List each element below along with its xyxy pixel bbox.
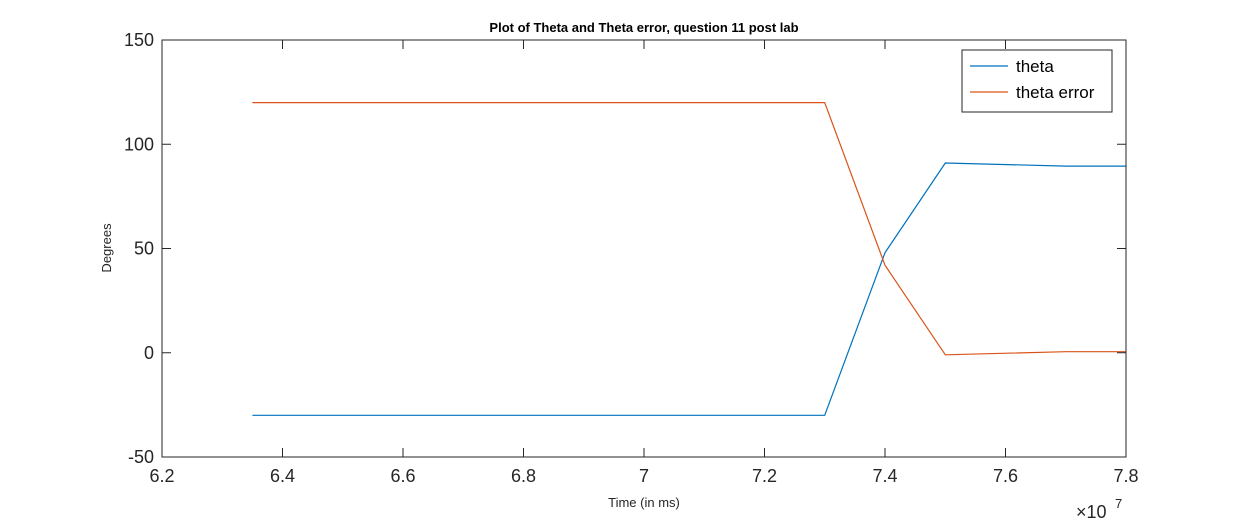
x-tick-label: 7.6 [993, 466, 1018, 486]
x-axis-exponent: ×10 7 [1076, 496, 1122, 522]
axes-layer: 6.2 6.4 6.6 6.8 7 7.2 7.4 7.6 7.8 -50 0 50 100 150 [124, 30, 1139, 486]
x-tick-label: 7 [639, 466, 649, 486]
x-tick-label: 6.4 [270, 466, 295, 486]
series-layer [252, 101, 1126, 416]
legend: theta theta error [961, 49, 1113, 113]
chart-title: Plot of Theta and Theta error, question … [489, 20, 798, 35]
x-tick-label: 6.6 [390, 466, 415, 486]
y-tick-label: 150 [124, 30, 154, 50]
x-axis-title: Time (in ms) [608, 495, 680, 510]
x-tick-label: 7.8 [1113, 466, 1138, 486]
y-tick-label: 100 [124, 134, 154, 154]
x-tick-label: 7.4 [872, 466, 897, 486]
x-exponent-power: 7 [1115, 496, 1122, 511]
y-tick-label: -50 [128, 447, 154, 467]
series-line-theta [252, 162, 1126, 416]
x-exponent-base: ×10 [1076, 502, 1107, 522]
legend-label-theta: theta [1016, 57, 1054, 76]
y-tick-label: 0 [144, 343, 154, 363]
legend-box [961, 49, 1113, 113]
y-axis-title: Degrees [99, 223, 114, 273]
x-tick-label: 6.8 [511, 466, 536, 486]
legend-label-theta-error: theta error [1016, 83, 1095, 102]
y-tick-label: 50 [134, 239, 154, 259]
x-tick-label: 7.2 [752, 466, 777, 486]
series-line-theta-error [252, 101, 1126, 356]
x-tick-label: 6.2 [149, 466, 174, 486]
